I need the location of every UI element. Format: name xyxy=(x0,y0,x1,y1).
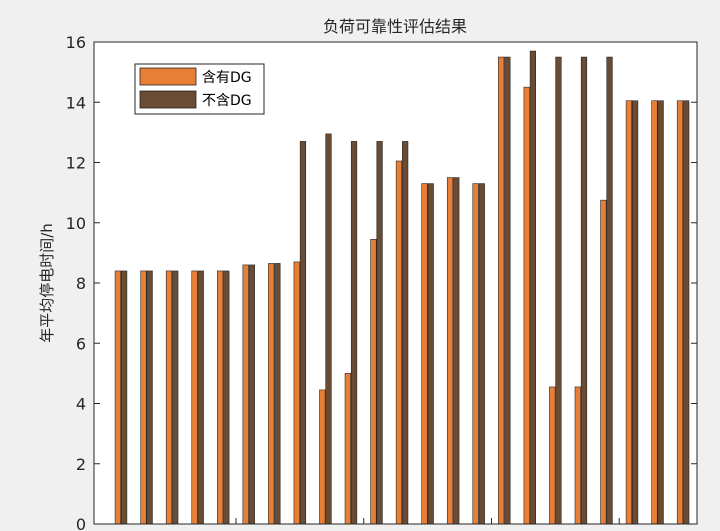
bar-without-dg-15 xyxy=(478,183,485,525)
y-tick-label-4: 4 xyxy=(76,395,86,414)
bar-without-dg-7 xyxy=(274,263,281,525)
bar-without-dg-17 xyxy=(529,50,536,525)
bar-with-dg-10 xyxy=(344,373,351,525)
bar-with-dg-6 xyxy=(242,264,249,525)
bar-with-dg-2 xyxy=(140,270,147,525)
bar-with-dg-15 xyxy=(472,183,479,525)
bar-without-dg-22 xyxy=(657,100,664,525)
bar-without-dg-1 xyxy=(121,270,128,525)
bar-with-dg-12 xyxy=(395,160,403,525)
bar-with-dg-20 xyxy=(600,199,607,525)
bar-without-dg-16 xyxy=(504,56,511,525)
bar-with-dg-19 xyxy=(574,386,581,525)
bar-without-dg-8 xyxy=(299,141,307,525)
legend-label-with-dg: 含有DG xyxy=(202,70,252,86)
y-axis-label: 年平均停电时间/h xyxy=(38,223,56,343)
legend: 含有DG 不含DG xyxy=(134,63,265,115)
chart-title: 负荷可靠性评估结果 xyxy=(323,17,467,36)
bar-with-dg-11 xyxy=(370,239,377,525)
bar-with-dg-17 xyxy=(523,86,530,525)
bar-without-dg-12 xyxy=(402,141,409,525)
bar-without-dg-2 xyxy=(146,270,153,525)
bar-without-dg-4 xyxy=(197,270,204,525)
bar-with-dg-14 xyxy=(446,177,454,525)
y-tick-label-2: 2 xyxy=(76,455,86,474)
bar-with-dg-5 xyxy=(217,270,224,525)
bar-with-dg-13 xyxy=(421,183,428,525)
bar-with-dg-16 xyxy=(498,56,505,525)
y-tick-label-6: 6 xyxy=(76,334,86,353)
bar-with-dg-9 xyxy=(319,389,326,525)
bar-without-dg-5 xyxy=(223,270,230,525)
bar-with-dg-22 xyxy=(651,100,658,525)
axes-layer: 0 2 4 6 8 10 12 14 16 xyxy=(66,33,698,531)
bar-without-dg-13 xyxy=(427,183,434,525)
bar-with-dg-8 xyxy=(293,261,300,525)
legend-swatch-without-dg xyxy=(139,90,197,109)
y-tick-label-12: 12 xyxy=(66,154,86,173)
bar-with-dg-18 xyxy=(549,386,556,525)
legend-swatch-with-dg xyxy=(139,67,197,86)
y-tick-label-0: 0 xyxy=(76,515,86,531)
bar-without-dg-11 xyxy=(376,141,383,525)
bar-with-dg-21 xyxy=(625,100,632,525)
bar-without-dg-3 xyxy=(172,270,179,525)
y-tick-label-14: 14 xyxy=(66,93,86,112)
bar-without-dg-21 xyxy=(631,100,639,525)
bar-without-dg-20 xyxy=(606,56,613,525)
bar-without-dg-19 xyxy=(580,56,588,525)
bar-with-dg-23 xyxy=(676,100,684,525)
bar-without-dg-18 xyxy=(555,56,562,525)
legend-label-without-dg: 不含DG xyxy=(202,93,252,109)
bar-with-dg-3 xyxy=(165,270,173,525)
bar-without-dg-10 xyxy=(350,141,358,525)
y-tick-label-8: 8 xyxy=(76,274,86,293)
bar-without-dg-9 xyxy=(325,133,332,525)
y-tick-label-10: 10 xyxy=(66,214,86,233)
bar-with-dg-4 xyxy=(191,270,198,525)
y-tick-label-16: 16 xyxy=(66,33,86,52)
bar-without-dg-23 xyxy=(683,100,690,525)
bar-without-dg-6 xyxy=(248,264,255,525)
bar-with-dg-7 xyxy=(268,263,275,525)
bar-with-dg-1 xyxy=(114,270,121,525)
bar-without-dg-14 xyxy=(453,177,460,525)
